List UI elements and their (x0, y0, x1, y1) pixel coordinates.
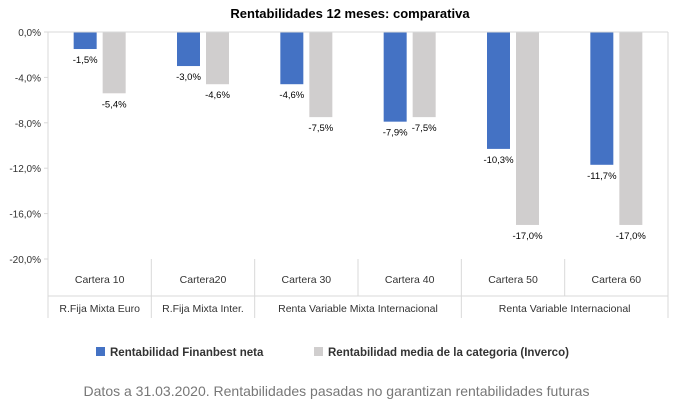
bar-categoria (516, 32, 539, 225)
bar-finanbest (73, 32, 97, 50)
legend-swatch (96, 347, 105, 356)
group-label: Renta Variable Mixta Internacional (278, 303, 438, 315)
group-label: R.Fija Mixta Inter. (162, 303, 244, 315)
legend-label: Rentabilidad media de la categoria (Inve… (328, 347, 569, 359)
bar-categoria (309, 32, 333, 118)
group-label: Renta Variable Internacional (499, 303, 631, 315)
data-label: -7,9% (383, 128, 408, 139)
x-tick-label: Cartera 60 (592, 274, 642, 286)
data-label: -4,6% (279, 90, 304, 101)
bar-finanbest (177, 32, 200, 67)
x-tick-label: Cartera 50 (488, 274, 538, 286)
data-label: -17,0% (512, 231, 543, 242)
data-label: -7,5% (308, 123, 333, 134)
x-tick-label: Cartera20 (180, 274, 227, 286)
data-label: -11,7% (587, 171, 617, 182)
x-tick-label: Cartera 30 (282, 274, 332, 286)
bar-categoria (412, 32, 436, 118)
y-tick-label: -4,0% (15, 73, 41, 84)
group-label: R.Fija Mixta Euro (59, 303, 140, 315)
bar-categoria (102, 32, 126, 94)
bar-finanbest (280, 32, 304, 85)
bar-finanbest (590, 32, 614, 165)
data-label: -10,3% (483, 155, 514, 166)
y-tick-label: -20,0% (9, 255, 41, 266)
legend-label: Rentabilidad Finanbest neta (110, 347, 264, 359)
chart-title: Rentabilidades 12 meses: comparativa (230, 6, 470, 21)
y-tick-label: -16,0% (9, 210, 41, 221)
bar-categoria (619, 32, 643, 225)
data-label: -17,0% (616, 231, 647, 242)
y-tick-label: -12,0% (9, 164, 41, 175)
data-label: -4,6% (205, 90, 230, 101)
y-tick-label: 0,0% (18, 28, 41, 39)
footnote: Datos a 31.03.2020. Rentabilidades pasad… (83, 383, 590, 399)
chart: Rentabilidades 12 meses: comparativa 0,0%… (9, 6, 669, 359)
data-label: -7,5% (412, 123, 437, 134)
bar-categoria (206, 32, 229, 85)
bar-finanbest (383, 32, 407, 122)
y-tick-label: -8,0% (15, 119, 41, 130)
data-label: -3,0% (176, 72, 201, 83)
data-label: -5,4% (102, 99, 127, 110)
x-tick-label: Cartera 10 (75, 274, 125, 286)
data-label: -1,5% (73, 55, 98, 66)
bar-finanbest (487, 32, 510, 149)
x-tick-label: Cartera 40 (385, 274, 435, 286)
legend-swatch (314, 347, 323, 356)
